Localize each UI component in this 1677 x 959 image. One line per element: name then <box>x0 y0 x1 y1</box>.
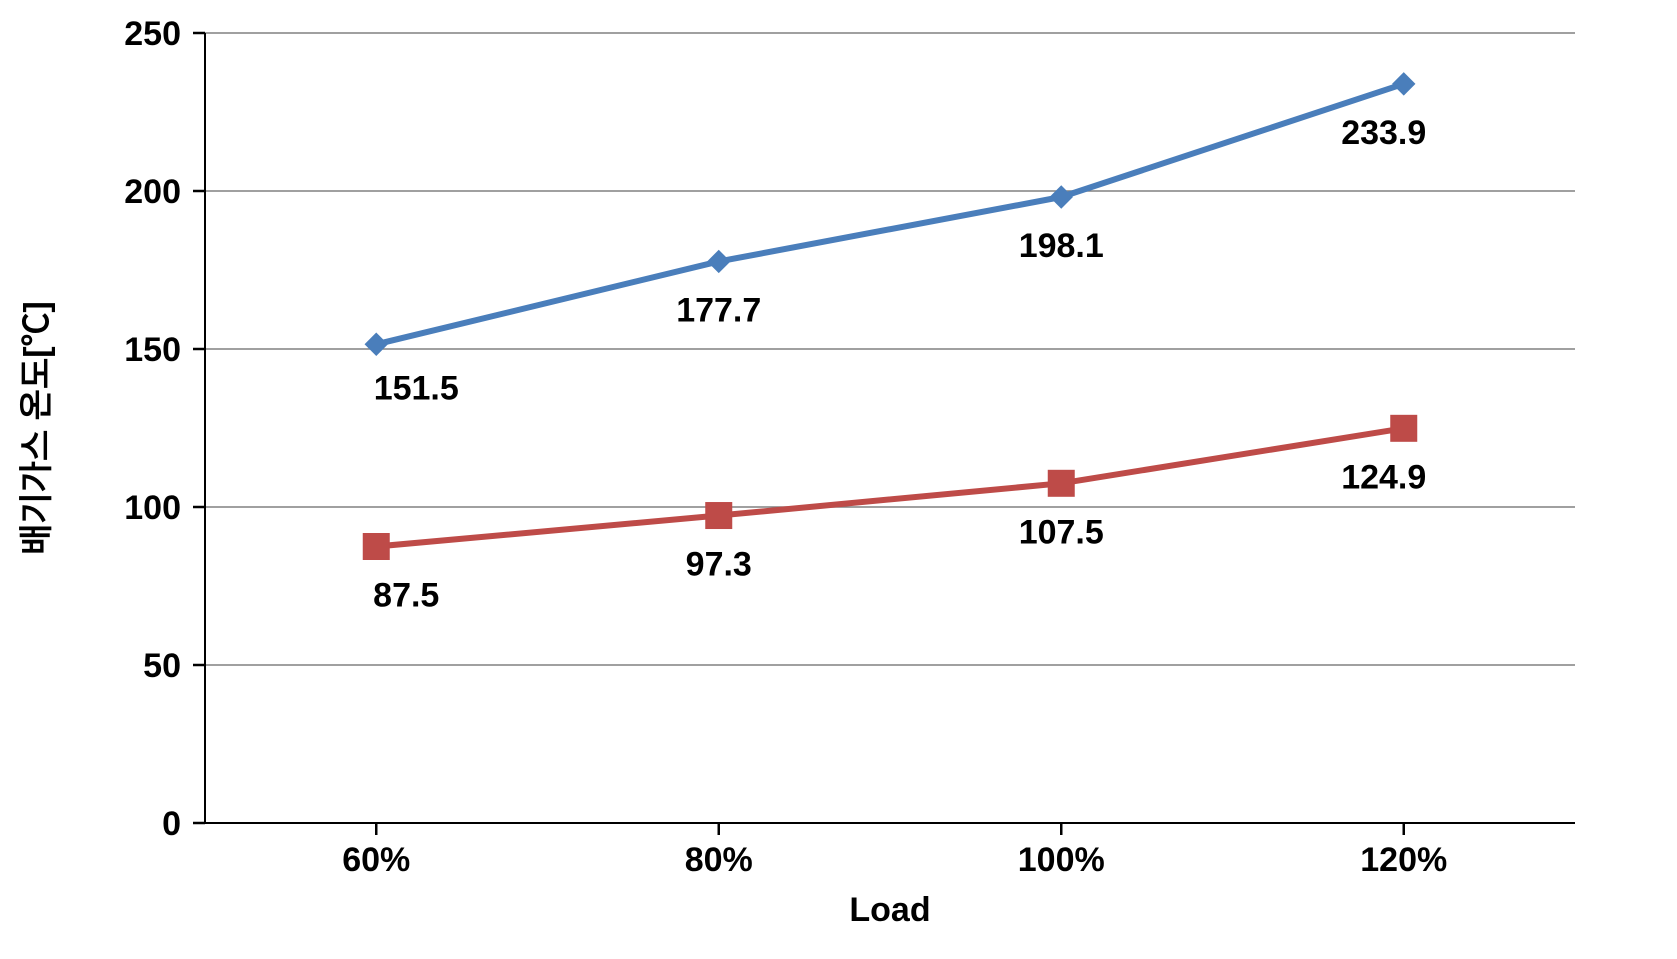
x-axis-title: Load <box>849 891 930 929</box>
marker-square <box>1391 415 1417 441</box>
chart-container: 0 50 100 150 200 250 60% 80% 100% 120% Load 배기가스 온도… <box>0 0 1677 959</box>
data-label: 124.9 <box>1341 458 1426 496</box>
marker-square <box>1048 470 1074 496</box>
data-label: 233.9 <box>1341 114 1426 152</box>
marker-square <box>363 534 389 560</box>
y-tick-label: 200 <box>124 173 181 211</box>
marker-square <box>706 503 732 529</box>
y-tick-label: 0 <box>162 805 181 843</box>
data-label: 198.1 <box>1019 227 1104 265</box>
x-tick-label: 80% <box>685 841 753 879</box>
y-tick-label: 150 <box>124 331 181 369</box>
y-tick-label: 250 <box>124 15 181 53</box>
data-label: 177.7 <box>676 291 761 329</box>
line-chart: 0 50 100 150 200 250 60% 80% 100% 120% Load 배기가스 온도… <box>0 0 1677 959</box>
y-tick-label: 100 <box>124 489 181 527</box>
data-label: 107.5 <box>1019 513 1104 551</box>
y-tick-label: 50 <box>143 647 181 685</box>
data-label: 151.5 <box>374 369 459 407</box>
x-tick-label: 120% <box>1360 841 1447 879</box>
x-tick-label: 60% <box>342 841 410 879</box>
y-axis-title: 배기가스 온도[℃] <box>18 301 56 555</box>
data-label: 87.5 <box>373 577 439 615</box>
data-label: 97.3 <box>686 546 752 584</box>
x-tick-label: 100% <box>1018 841 1105 879</box>
